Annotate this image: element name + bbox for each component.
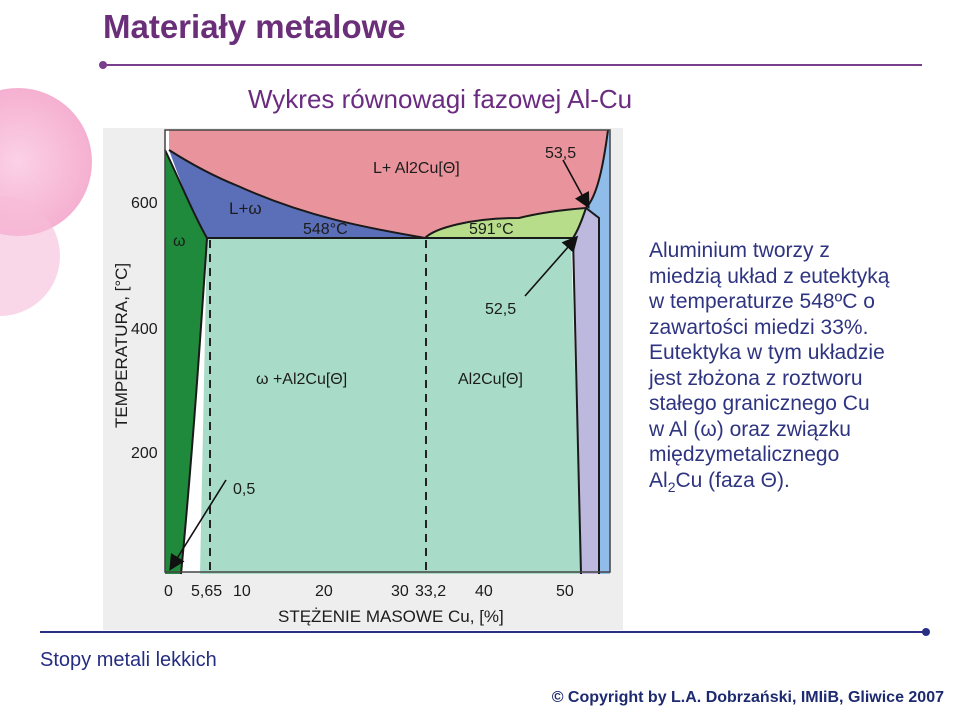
region-label-liquid: L+ Al2Cu[Θ] [373,160,460,177]
region-right-edge-fill [586,130,610,574]
description-line: w temperaturze 548ºC o [649,290,875,313]
label-comp-52-5: 52,5 [485,301,516,318]
decorative-orb-small [0,196,60,316]
x-tick-30: 30 [391,583,409,600]
region-label-al2cu: Al2Cu[Θ] [458,371,523,388]
x-tick-5-65: 5,65 [191,583,222,600]
slide-title: Materiały metalowe [103,8,406,45]
label-comp-0-5: 0,5 [233,481,255,498]
region-omega-fill [165,150,207,574]
description-line: w Al (ω) oraz związku [649,417,851,441]
y-tick-200: 200 [131,445,158,462]
y-tick-600: 600 [131,195,158,212]
y-axis-label: TEMPERATURA, [°C] [112,263,131,428]
description-line: Al2Cu (faza Θ). [649,468,939,501]
region-two-phase-fill [200,238,581,574]
header-rule-dot [99,61,107,69]
y-tick-400: 400 [131,321,158,338]
region-label-omega: ω [173,233,186,250]
description-line: zawartości miedzi 33%. [649,315,869,339]
region-liquid-fill [169,130,608,238]
x-axis-label: STĘŻENIE MASOWE Cu, [%] [278,607,504,626]
description-line: Eutektyka w tym układzie [649,341,885,364]
footer-course-title: Stopy metali lekkich [40,649,217,671]
description-line: stałego granicznego Cu [649,392,870,415]
description: Aluminium tworzy z miedzią układ z eutek… [649,238,939,500]
label-theta-temp: 591°C [469,221,514,238]
region-theta-liquid-fill [425,208,586,238]
description-line: miedzią układ z eutektyką [649,264,890,288]
footer-rule-dot [922,628,930,636]
x-tick-10: 10 [233,583,251,600]
phase-diagram: TEMPERATURA, [°C] 600 400 200 0 5,65 10 … [103,128,623,630]
slide-subtitle: Wykres równowagi fazowej Al-Cu [248,84,633,114]
region-label-omega-al2cu: ω +Al2Cu[Θ] [256,371,347,388]
decorative-orb [0,88,92,236]
region-label-liquid-omega: L+ω [229,199,262,218]
footer-copyright: © Copyright by L.A. Dobrzański, IMIiB, G… [551,689,944,706]
label-eutectic-temp: 548°C [303,221,348,238]
formula-subscript: 2 [667,478,676,495]
x-tick-0: 0 [164,583,173,600]
x-tick-40: 40 [475,583,493,600]
region-liquid-omega-fill [169,150,425,238]
description-line: Aluminium tworzy z [649,239,830,262]
x-tick-50: 50 [556,583,574,600]
formula-rest: Cu (faza Θ). [675,468,790,492]
formula-al: Al [649,468,668,492]
label-comp-53-5: 53,5 [545,145,576,162]
annotation-arrows [169,159,590,571]
description-line: jest złożona z roztworu [649,366,863,390]
x-tick-20: 20 [315,583,333,600]
description-line: międzymetalicznego [649,443,840,466]
plot-frame [164,129,611,573]
x-tick-33-2: 33,2 [415,583,446,600]
